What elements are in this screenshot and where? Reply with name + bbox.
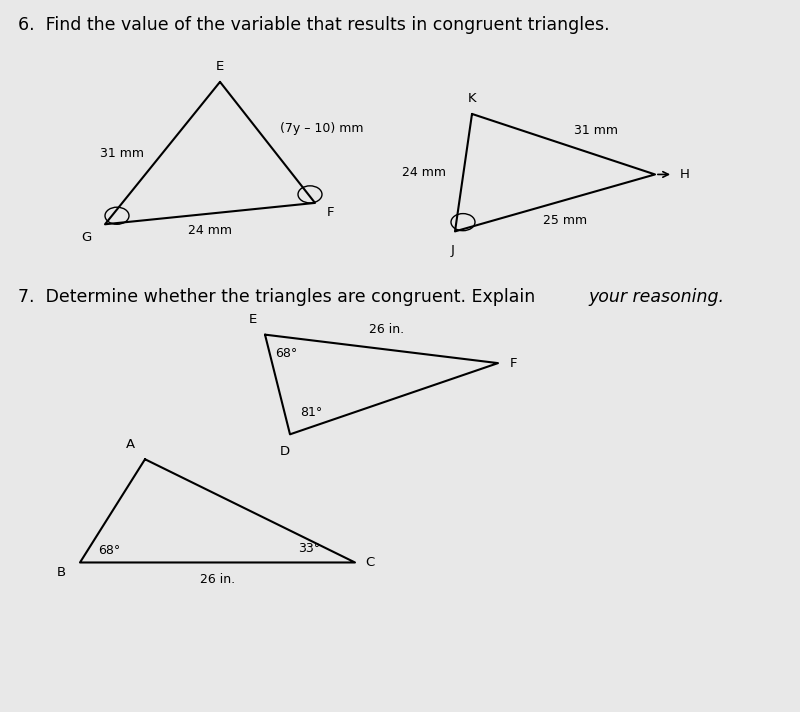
Text: G: G [81, 231, 91, 244]
Text: A: A [126, 438, 135, 451]
Text: H: H [680, 168, 690, 181]
Text: B: B [57, 566, 66, 579]
Text: F: F [327, 206, 334, 219]
Text: your reasoning.: your reasoning. [588, 288, 724, 306]
Text: 68°: 68° [98, 544, 120, 557]
Text: 26 in.: 26 in. [200, 573, 235, 586]
Text: J: J [451, 244, 455, 257]
Text: 24 mm: 24 mm [402, 166, 446, 179]
Text: 25 mm: 25 mm [543, 214, 587, 226]
Text: (7y – 10) mm: (7y – 10) mm [279, 122, 363, 135]
Text: E: E [216, 61, 224, 73]
Text: D: D [280, 445, 290, 458]
Text: 33°: 33° [298, 543, 320, 555]
Text: 68°: 68° [275, 347, 298, 360]
Text: 81°: 81° [300, 406, 322, 419]
Text: 26 in.: 26 in. [369, 323, 404, 336]
Text: E: E [249, 313, 257, 326]
Text: 7.  Determine whether the triangles are congruent. Explain: 7. Determine whether the triangles are c… [18, 288, 541, 306]
Text: 31 mm: 31 mm [101, 147, 145, 159]
Text: F: F [510, 357, 518, 370]
Text: 6.  Find the value of the variable that results in congruent triangles.: 6. Find the value of the variable that r… [18, 16, 610, 33]
Text: C: C [365, 556, 374, 569]
Text: 31 mm: 31 mm [574, 124, 618, 137]
Text: 24 mm: 24 mm [188, 224, 232, 237]
Text: K: K [468, 93, 476, 105]
